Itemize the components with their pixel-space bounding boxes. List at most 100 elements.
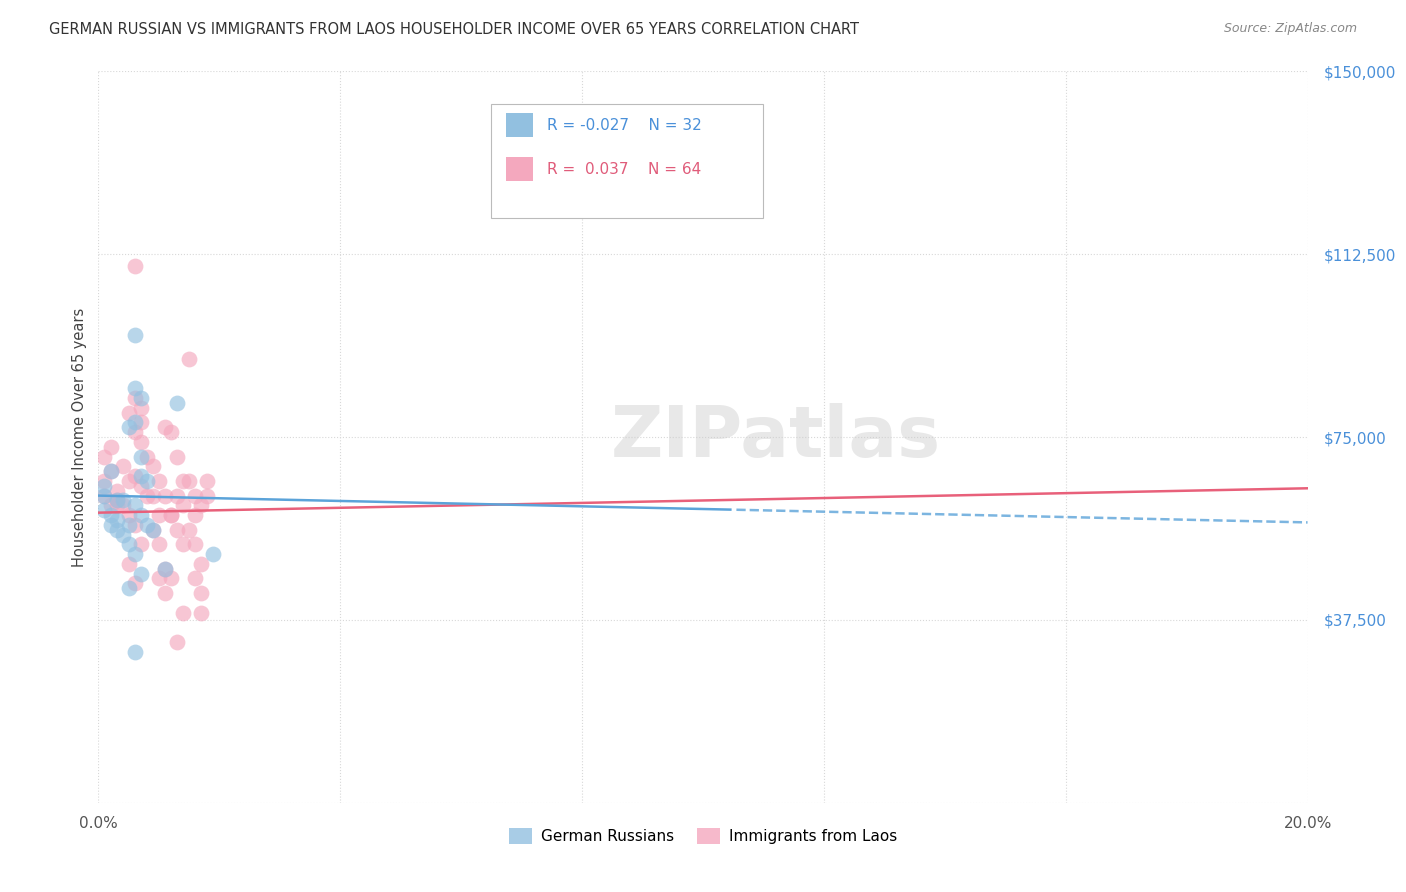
Point (179, 523, 201, 537)
Point (93, 489, 115, 503)
Point (118, 420, 141, 434)
Point (129, 391, 152, 405)
Point (129, 537, 152, 551)
Point (124, 425, 146, 440)
Point (118, 557, 141, 571)
Point (105, 493, 128, 508)
Point (129, 450, 152, 464)
Point (195, 474, 218, 488)
Point (148, 474, 170, 488)
Point (118, 406, 141, 420)
Point (160, 508, 183, 522)
Point (148, 537, 170, 551)
Point (118, 537, 141, 551)
Legend: German Russians, Immigrants from Laos: German Russians, Immigrants from Laos (503, 822, 903, 850)
Point (202, 547, 225, 561)
Point (124, 547, 146, 561)
Point (111, 527, 134, 541)
Point (118, 508, 141, 522)
Point (172, 606, 194, 620)
Point (166, 396, 188, 410)
Point (135, 474, 157, 488)
Point (111, 493, 134, 508)
Point (124, 469, 146, 483)
Point (166, 489, 188, 503)
Point (111, 499, 134, 513)
Point (129, 401, 152, 415)
Y-axis label: Householder Income Over 65 years: Householder Income Over 65 years (72, 308, 87, 566)
Point (100, 464, 122, 478)
Point (160, 572, 183, 586)
Point (100, 440, 122, 454)
Point (124, 391, 146, 405)
Point (129, 416, 152, 430)
Point (184, 489, 207, 503)
Point (172, 474, 194, 488)
Text: ZIPatlas: ZIPatlas (610, 402, 941, 472)
Point (93, 489, 115, 503)
Point (124, 645, 146, 659)
Point (129, 479, 152, 493)
Point (184, 572, 207, 586)
Point (190, 586, 212, 600)
Point (179, 352, 201, 367)
Point (100, 499, 122, 513)
Point (118, 517, 141, 532)
Point (105, 513, 128, 527)
Point (142, 459, 165, 474)
Point (172, 537, 194, 551)
Point (179, 474, 201, 488)
Point (166, 635, 188, 649)
Point (148, 572, 170, 586)
Point (100, 508, 122, 522)
Text: R = -0.027    N = 32: R = -0.027 N = 32 (547, 118, 702, 133)
Point (129, 566, 152, 581)
Point (129, 434, 152, 449)
Text: Source: ZipAtlas.com: Source: ZipAtlas.com (1223, 22, 1357, 36)
FancyBboxPatch shape (492, 104, 763, 218)
Point (105, 493, 128, 508)
Point (105, 523, 128, 537)
Point (142, 489, 165, 503)
Point (100, 464, 122, 478)
Point (93, 503, 115, 517)
Text: R =  0.037    N = 64: R = 0.037 N = 64 (547, 161, 702, 177)
Point (190, 606, 212, 620)
Point (105, 499, 128, 513)
Point (124, 327, 146, 342)
Point (93, 450, 115, 464)
Point (124, 260, 146, 274)
Point (135, 489, 157, 503)
Text: GERMAN RUSSIAN VS IMMIGRANTS FROM LAOS HOUSEHOLDER INCOME OVER 65 YEARS CORRELAT: GERMAN RUSSIAN VS IMMIGRANTS FROM LAOS H… (49, 22, 859, 37)
Point (135, 517, 157, 532)
Point (166, 523, 188, 537)
Point (160, 508, 183, 522)
Point (184, 508, 207, 522)
Point (118, 581, 141, 595)
Point (148, 508, 170, 522)
Point (190, 499, 212, 513)
Point (153, 562, 176, 576)
Point (153, 489, 176, 503)
Point (100, 517, 122, 532)
Point (111, 459, 134, 474)
Point (142, 523, 165, 537)
Point (153, 562, 176, 576)
Point (124, 499, 146, 513)
Point (195, 489, 218, 503)
Point (93, 474, 115, 488)
Point (124, 517, 146, 532)
Point (153, 420, 176, 434)
Point (172, 499, 194, 513)
Point (93, 479, 115, 493)
Point (118, 474, 141, 488)
Point (124, 416, 146, 430)
Point (135, 450, 157, 464)
Point (129, 508, 152, 522)
Point (184, 537, 207, 551)
Point (129, 469, 152, 483)
Bar (506, 113, 533, 137)
Bar (506, 157, 533, 181)
Point (124, 381, 146, 395)
Point (190, 557, 212, 571)
